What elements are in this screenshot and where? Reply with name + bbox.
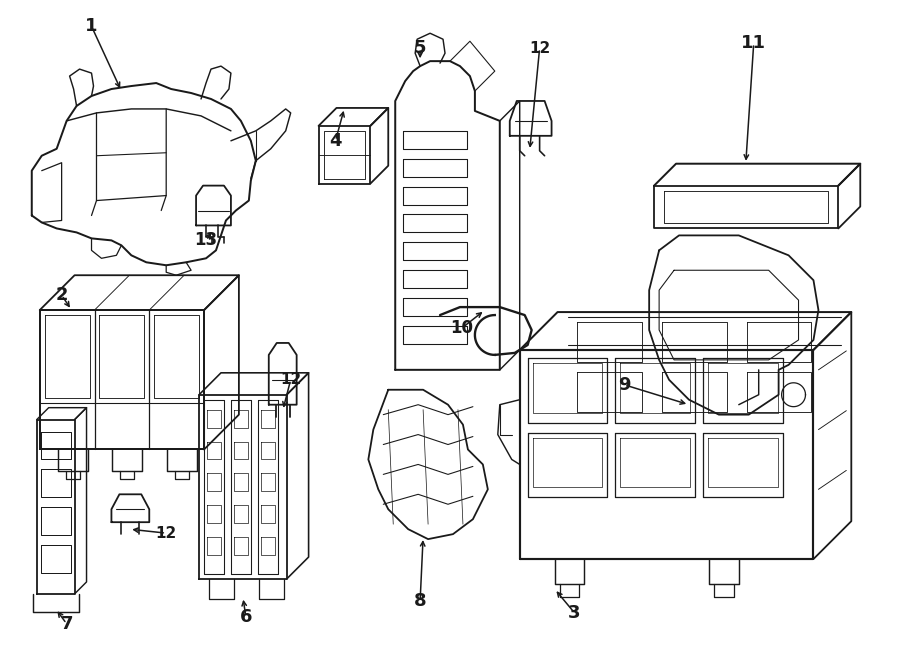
Text: 3: 3: [568, 603, 580, 622]
Text: 13: 13: [194, 231, 218, 249]
Text: 9: 9: [618, 375, 631, 394]
Text: 11: 11: [742, 34, 766, 52]
Text: 4: 4: [329, 132, 342, 150]
Text: 1: 1: [86, 17, 98, 35]
Text: 6: 6: [239, 608, 252, 626]
Text: 12: 12: [529, 41, 550, 56]
Text: 2: 2: [56, 286, 68, 304]
Text: 12: 12: [156, 525, 176, 541]
Text: 10: 10: [450, 319, 473, 337]
Text: 12: 12: [280, 372, 302, 387]
Text: 5: 5: [414, 39, 427, 58]
Text: 8: 8: [414, 592, 427, 610]
Text: 7: 7: [60, 615, 73, 633]
